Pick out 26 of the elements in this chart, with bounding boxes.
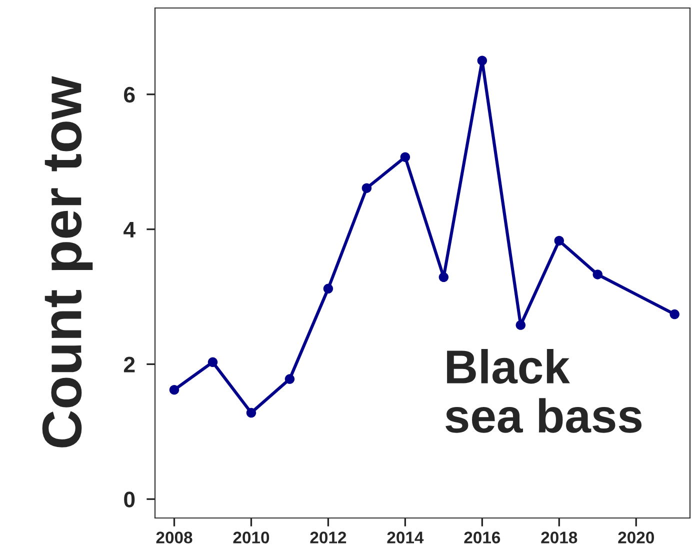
x-tick-label: 2016 xyxy=(464,532,500,544)
annotation: Black sea bass xyxy=(446,349,642,433)
y-tick-label: 2 xyxy=(124,356,135,372)
x-tick-label: 2020 xyxy=(618,532,654,544)
y-tick-label: 0 xyxy=(124,492,135,508)
point xyxy=(284,374,295,384)
point xyxy=(208,357,218,368)
x-tick-label: 2010 xyxy=(233,532,270,544)
point xyxy=(246,408,256,418)
x-tick-label: 2012 xyxy=(310,532,346,544)
point xyxy=(323,284,334,294)
point xyxy=(592,270,602,280)
point xyxy=(400,152,410,162)
point xyxy=(169,384,180,395)
y-tick-label: 6 xyxy=(124,86,135,103)
point xyxy=(477,56,488,66)
x-tick-label: 2018 xyxy=(541,532,578,544)
y-tick-label: 4 xyxy=(124,222,136,238)
x-tick-label: 2014 xyxy=(387,532,424,544)
point xyxy=(670,309,680,320)
point xyxy=(438,272,449,282)
point xyxy=(362,183,372,193)
point xyxy=(554,236,564,246)
point xyxy=(516,320,526,330)
y-axis-title: Count per tow xyxy=(42,76,93,448)
x-tick-label: 2008 xyxy=(156,532,192,544)
